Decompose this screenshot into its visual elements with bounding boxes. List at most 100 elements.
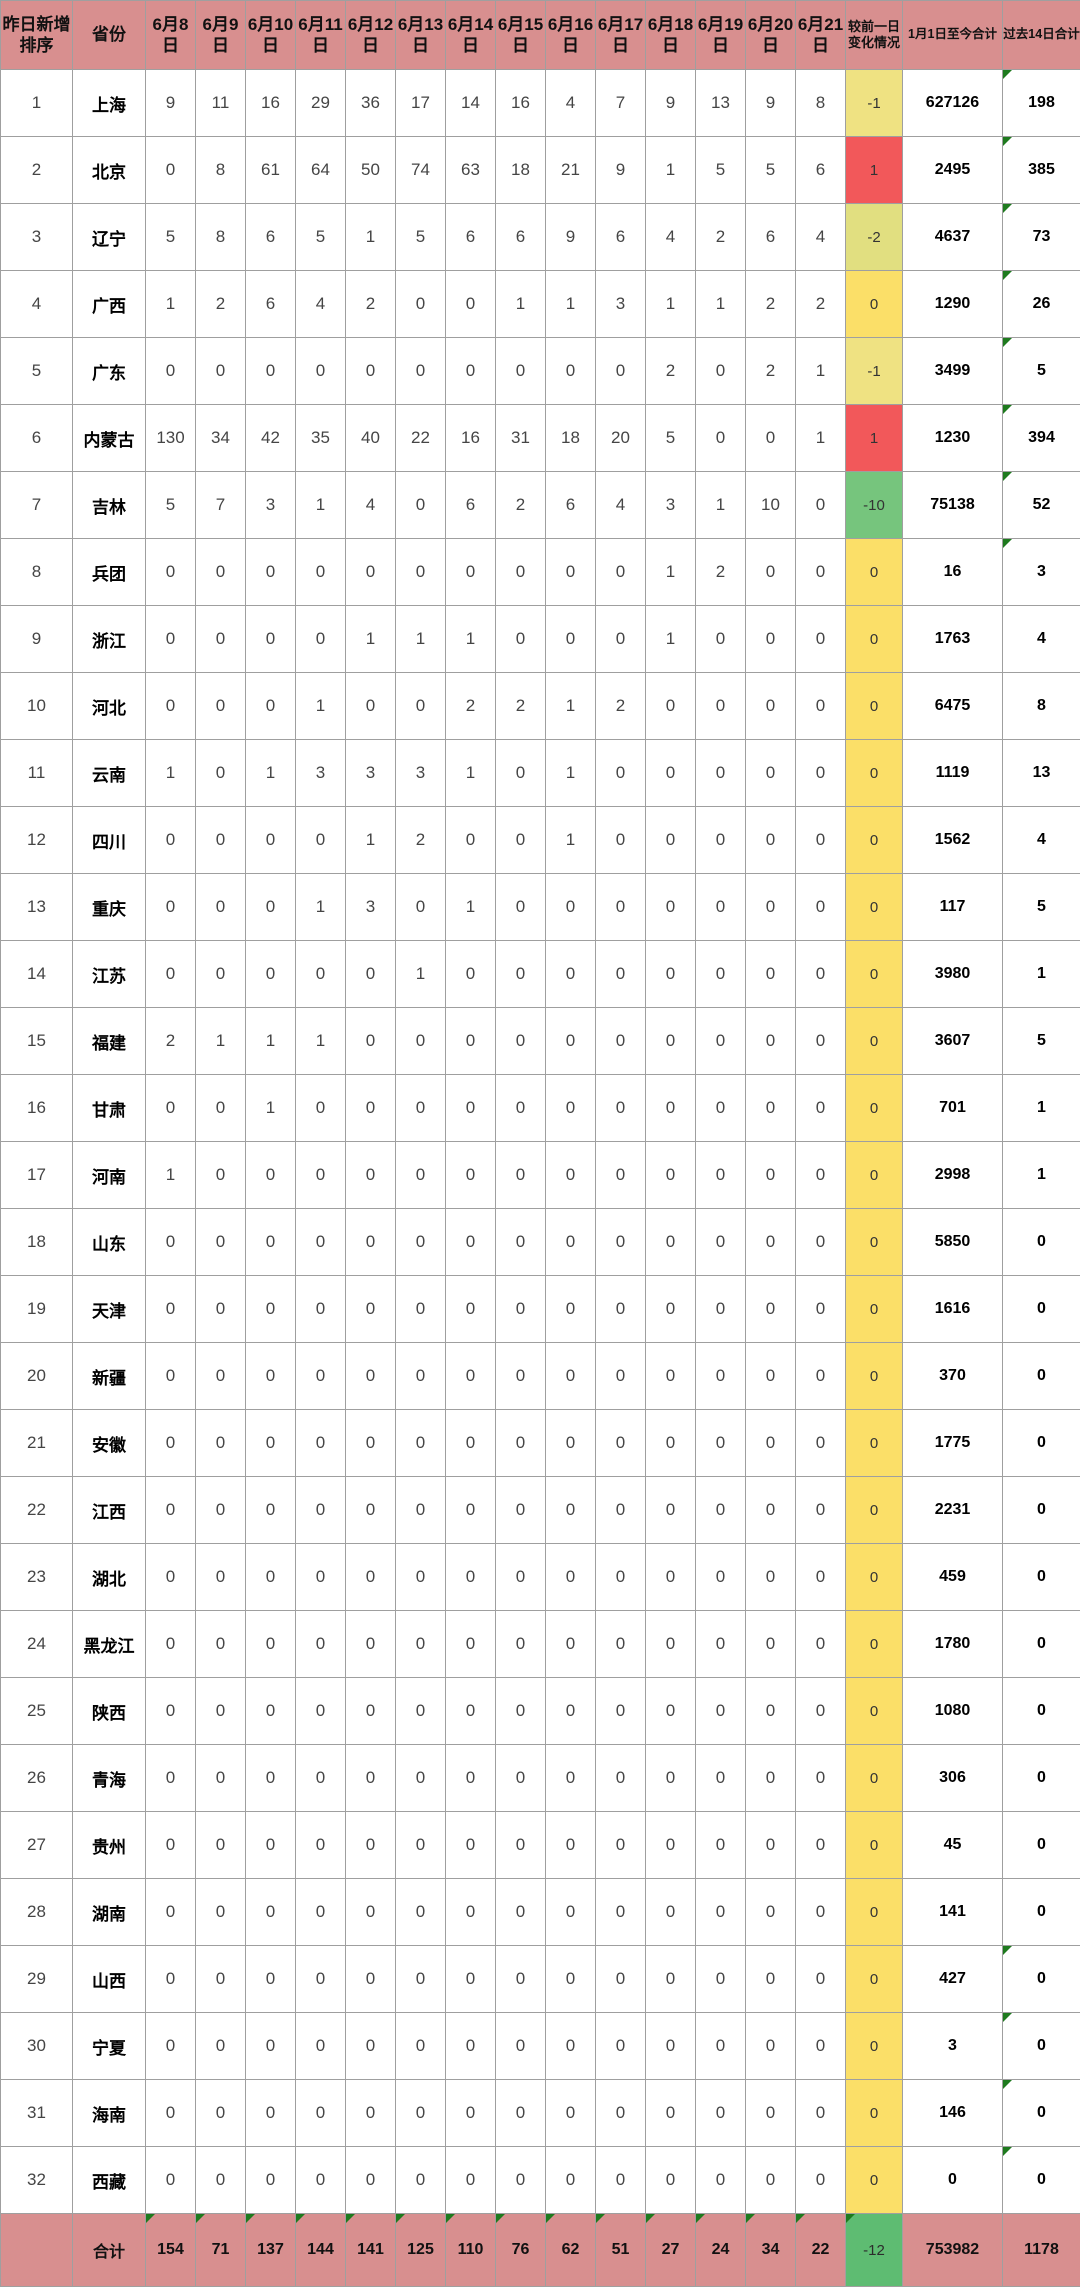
cell-daily[interactable]: 0 <box>396 1410 446 1477</box>
cell-daily[interactable]: 1 <box>546 807 596 874</box>
cell-daily[interactable]: 0 <box>496 2147 546 2214</box>
cell-daily[interactable]: 0 <box>496 941 546 1008</box>
cell-daily[interactable]: 0 <box>696 740 746 807</box>
cell-daily[interactable]: 0 <box>296 1879 346 1946</box>
cell-daily[interactable]: 0 <box>296 2080 346 2147</box>
cell-daily[interactable]: 1 <box>696 472 746 539</box>
cell-daily[interactable]: 2 <box>596 673 646 740</box>
cell-daily[interactable]: 1 <box>446 740 496 807</box>
cell-daily[interactable]: 0 <box>746 740 796 807</box>
cell-province[interactable]: 浙江 <box>73 606 146 673</box>
cell-daily[interactable]: 0 <box>596 1075 646 1142</box>
cell-daily[interactable]: 0 <box>646 1075 696 1142</box>
cell-province[interactable]: 辽宁 <box>73 204 146 271</box>
cell-daily[interactable]: 1 <box>146 271 196 338</box>
cell-daily[interactable]: 0 <box>596 2013 646 2080</box>
cell-daily[interactable]: 0 <box>346 2013 396 2080</box>
cell-daily[interactable]: 0 <box>346 673 396 740</box>
cell-daily[interactable]: 8 <box>796 70 846 137</box>
cell-daily[interactable]: 0 <box>696 1276 746 1343</box>
cell-daily[interactable]: 0 <box>646 1142 696 1209</box>
cell-daily-total[interactable]: 154 <box>146 2214 196 2287</box>
cell-daily[interactable]: 0 <box>746 1075 796 1142</box>
cell-daily[interactable]: 1 <box>246 740 296 807</box>
col-header-date[interactable]: 6月20日 <box>746 1 796 70</box>
cell-province[interactable]: 江西 <box>73 1477 146 1544</box>
cell-daily[interactable]: 0 <box>496 2013 546 2080</box>
cell-daily[interactable]: 0 <box>596 1343 646 1410</box>
cell-total[interactable]: 1080 <box>903 1678 1003 1745</box>
cell-province[interactable]: 山西 <box>73 1946 146 2013</box>
cell-change[interactable]: 0 <box>846 1276 903 1343</box>
cell-daily[interactable]: 0 <box>446 2147 496 2214</box>
cell-daily[interactable]: 0 <box>646 2080 696 2147</box>
cell-daily[interactable]: 0 <box>396 1142 446 1209</box>
cell-daily[interactable]: 1 <box>146 740 196 807</box>
cell-daily[interactable]: 0 <box>346 1477 396 1544</box>
cell-change[interactable]: 0 <box>846 807 903 874</box>
cell-last14[interactable]: 0 <box>1003 1879 1080 1946</box>
cell-daily[interactable]: 0 <box>396 2147 446 2214</box>
cell-daily[interactable]: 3 <box>346 874 396 941</box>
cell-province[interactable]: 甘肃 <box>73 1075 146 1142</box>
cell-daily[interactable]: 0 <box>196 874 246 941</box>
cell-daily[interactable]: 0 <box>796 1477 846 1544</box>
col-header-date[interactable]: 6月14日 <box>446 1 496 70</box>
col-header-date[interactable]: 6月9日 <box>196 1 246 70</box>
cell-total[interactable]: 1290 <box>903 271 1003 338</box>
cell-daily[interactable]: 1 <box>246 1008 296 1075</box>
cell-daily[interactable]: 0 <box>296 1410 346 1477</box>
cell-daily[interactable]: 1 <box>446 606 496 673</box>
cell-rank[interactable]: 25 <box>1 1678 73 1745</box>
cell-daily[interactable]: 0 <box>796 1209 846 1276</box>
cell-daily-total[interactable]: 76 <box>496 2214 546 2287</box>
cell-province[interactable]: 内蒙古 <box>73 405 146 472</box>
cell-daily[interactable]: 0 <box>796 874 846 941</box>
cell-total[interactable]: 370 <box>903 1343 1003 1410</box>
cell-daily[interactable]: 130 <box>146 405 196 472</box>
cell-daily[interactable]: 0 <box>246 1745 296 1812</box>
cell-daily[interactable]: 0 <box>246 1343 296 1410</box>
cell-change[interactable]: 0 <box>846 1611 903 1678</box>
cell-daily[interactable]: 0 <box>596 606 646 673</box>
cell-change[interactable]: 0 <box>846 1745 903 1812</box>
cell-daily[interactable]: 0 <box>696 874 746 941</box>
cell-daily[interactable]: 36 <box>346 70 396 137</box>
cell-change[interactable]: 0 <box>846 1209 903 1276</box>
cell-daily[interactable]: 0 <box>246 1276 296 1343</box>
cell-daily[interactable]: 0 <box>646 1745 696 1812</box>
cell-total[interactable]: 2495 <box>903 137 1003 204</box>
cell-daily[interactable]: 0 <box>446 1678 496 1745</box>
cell-daily[interactable]: 0 <box>246 1477 296 1544</box>
cell-rank[interactable]: 12 <box>1 807 73 874</box>
cell-daily[interactable]: 0 <box>296 1745 346 1812</box>
cell-daily[interactable]: 0 <box>496 874 546 941</box>
cell-last14[interactable]: 0 <box>1003 1410 1080 1477</box>
cell-daily[interactable]: 0 <box>796 2013 846 2080</box>
cell-daily[interactable]: 0 <box>196 1678 246 1745</box>
cell-daily[interactable]: 0 <box>496 1678 546 1745</box>
cell-daily[interactable]: 2 <box>746 271 796 338</box>
cell-rank[interactable]: 7 <box>1 472 73 539</box>
cell-daily[interactable]: 0 <box>596 1678 646 1745</box>
cell-daily[interactable]: 0 <box>296 1678 346 1745</box>
cell-daily[interactable]: 0 <box>746 2013 796 2080</box>
cell-change[interactable]: 0 <box>846 539 903 606</box>
cell-daily[interactable]: 3 <box>296 740 346 807</box>
cell-daily[interactable]: 5 <box>696 137 746 204</box>
cell-daily[interactable]: 0 <box>696 673 746 740</box>
cell-daily[interactable]: 0 <box>446 941 496 1008</box>
cell-rank[interactable]: 1 <box>1 70 73 137</box>
cell-daily[interactable]: 0 <box>696 1544 746 1611</box>
cell-daily[interactable]: 5 <box>146 472 196 539</box>
cell-daily[interactable]: 16 <box>446 405 496 472</box>
cell-province[interactable]: 安徽 <box>73 1410 146 1477</box>
cell-daily[interactable]: 0 <box>796 740 846 807</box>
cell-daily[interactable]: 1 <box>646 137 696 204</box>
cell-daily[interactable]: 0 <box>496 1410 546 1477</box>
cell-rank[interactable]: 22 <box>1 1477 73 1544</box>
cell-province[interactable]: 新疆 <box>73 1343 146 1410</box>
cell-daily[interactable]: 0 <box>746 1343 796 1410</box>
cell-daily[interactable]: 0 <box>396 2080 446 2147</box>
cell-daily[interactable]: 0 <box>796 807 846 874</box>
